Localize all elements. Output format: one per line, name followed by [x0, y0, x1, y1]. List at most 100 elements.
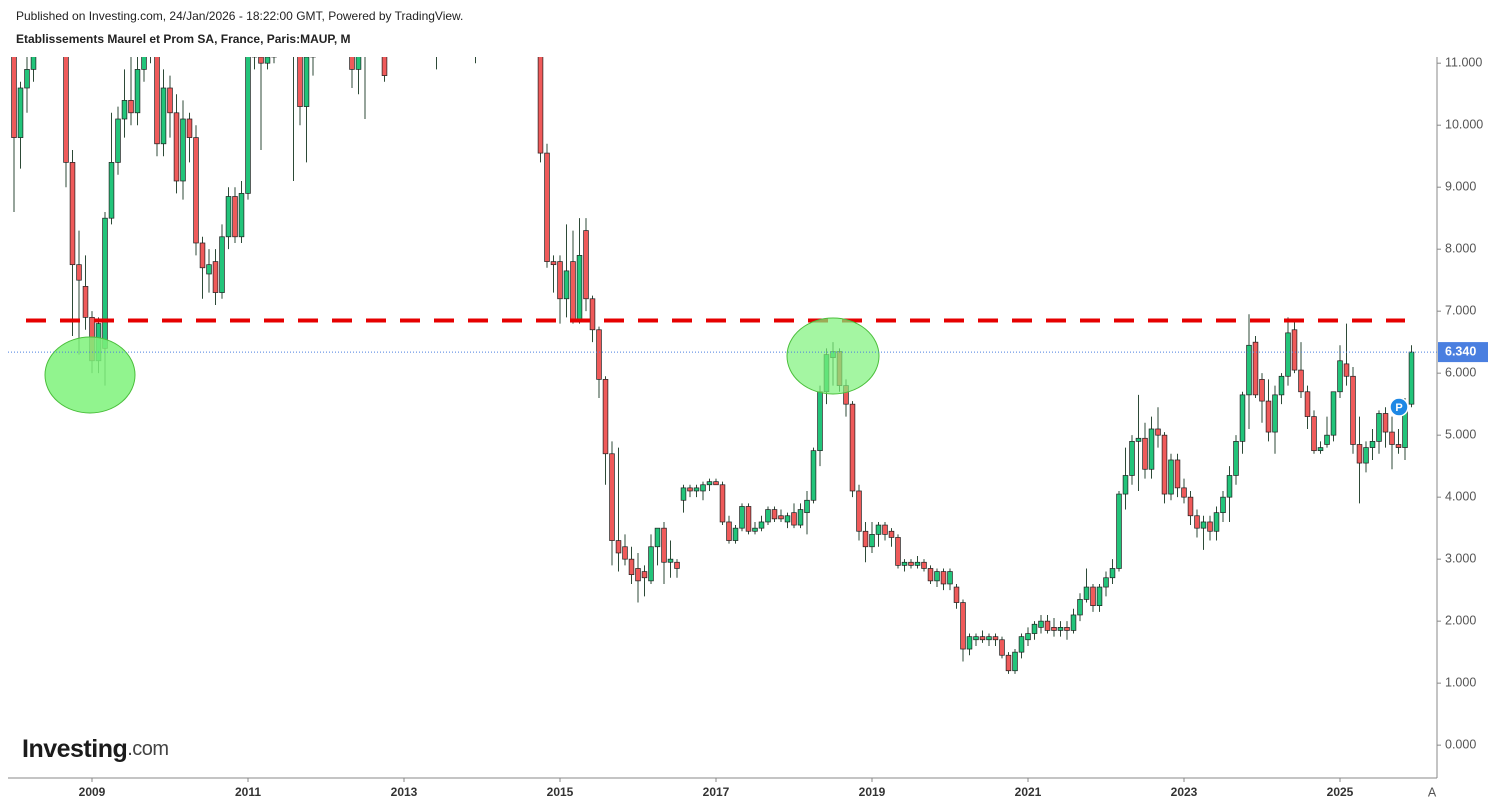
candle-body [570, 261, 576, 321]
candle-body [927, 568, 934, 582]
candle-body [661, 527, 667, 563]
candle-body [1044, 620, 1051, 631]
candle-body [69, 162, 76, 266]
y-tick-label: 1.000 [1445, 675, 1476, 689]
candle-body [121, 100, 128, 120]
x-tick-label: 2025 [1327, 785, 1354, 799]
candle-body [212, 261, 219, 293]
candle-body [160, 87, 167, 145]
candle-body [1051, 627, 1057, 631]
candle-body [765, 509, 771, 523]
candle-body [856, 490, 862, 532]
candle-body [1129, 441, 1135, 476]
candle-body [1356, 444, 1363, 464]
candle-body [1142, 437, 1148, 470]
candle-body [1265, 400, 1272, 433]
last-price-box [1438, 342, 1488, 363]
candle-body [258, 57, 264, 64]
candle-body [1181, 487, 1187, 498]
candle-body [1324, 434, 1330, 445]
candle-body [817, 391, 823, 452]
candle-body [1122, 475, 1129, 495]
candle-body [1337, 360, 1343, 393]
candle-body [869, 534, 875, 548]
candle-body [134, 69, 141, 114]
candle-body [791, 512, 797, 526]
candle-body [771, 509, 778, 520]
candle-body [355, 57, 362, 70]
candle-body [914, 561, 921, 566]
candle-body [628, 558, 635, 576]
highlight-circle [786, 317, 880, 395]
candle-body [745, 506, 752, 532]
candle-body [1376, 413, 1382, 442]
candle-body [986, 636, 992, 641]
auto-scale-button[interactable]: A [1428, 785, 1437, 799]
candle-body [544, 152, 550, 262]
logo-brand: Investing [22, 735, 127, 763]
candle-body [999, 639, 1005, 656]
x-tick-label: 2019 [859, 785, 886, 799]
candle-body [713, 481, 719, 486]
candle-body [82, 286, 89, 318]
candle-body [654, 527, 661, 548]
candle-body [381, 57, 388, 76]
x-tick-label: 2015 [547, 785, 574, 799]
candle-body [667, 558, 674, 563]
candle-body [199, 242, 206, 269]
candle-body [726, 521, 732, 541]
candle-body [102, 217, 108, 349]
candle-body [992, 636, 999, 641]
candle-body [1005, 654, 1012, 672]
candle-body [901, 561, 908, 566]
candle-body [875, 524, 882, 535]
candle-body [693, 487, 700, 492]
candle-body [238, 193, 245, 238]
candle-body [979, 636, 986, 641]
candle-body [648, 546, 654, 582]
candle-body [1103, 577, 1109, 588]
candle-body [966, 636, 973, 650]
candle-body [888, 530, 895, 538]
candle-body [700, 484, 706, 492]
candle-body [537, 57, 544, 154]
candle-body [303, 57, 310, 107]
candle-body [706, 481, 713, 486]
candle-body [1246, 344, 1252, 396]
candle-body [11, 57, 17, 138]
candle-body [752, 527, 758, 532]
candle-body [1109, 568, 1116, 579]
candle-body [615, 540, 622, 554]
candle-body [30, 57, 37, 70]
y-tick-label: 6.000 [1445, 365, 1476, 379]
candle-body [804, 499, 810, 514]
candle-body [1168, 459, 1174, 495]
candle-body [641, 571, 648, 579]
candle-body [1207, 521, 1213, 532]
candle-body [1194, 515, 1200, 529]
candle-body [1317, 447, 1324, 452]
candle-body [180, 118, 186, 182]
candle-body [1064, 627, 1070, 631]
candle-body [797, 509, 804, 526]
candle-body [1155, 428, 1161, 436]
candle-body [758, 521, 765, 529]
candle-body [115, 118, 121, 163]
candle-body [1272, 394, 1278, 433]
candle-body [1395, 444, 1402, 448]
candle-body [1350, 375, 1356, 445]
candle-body [960, 602, 966, 650]
candle-body [596, 329, 602, 380]
candle-body [1285, 332, 1291, 377]
candle-body [953, 586, 960, 603]
candle-body [1096, 586, 1103, 607]
candle-body [719, 484, 726, 523]
candle-body [973, 636, 979, 641]
y-tick-label: 4.000 [1445, 489, 1476, 503]
candle-body [784, 515, 791, 523]
candle-body [167, 87, 173, 114]
candle-body [1311, 416, 1317, 452]
candle-body [674, 561, 680, 569]
y-tick-label: 3.000 [1445, 551, 1476, 565]
